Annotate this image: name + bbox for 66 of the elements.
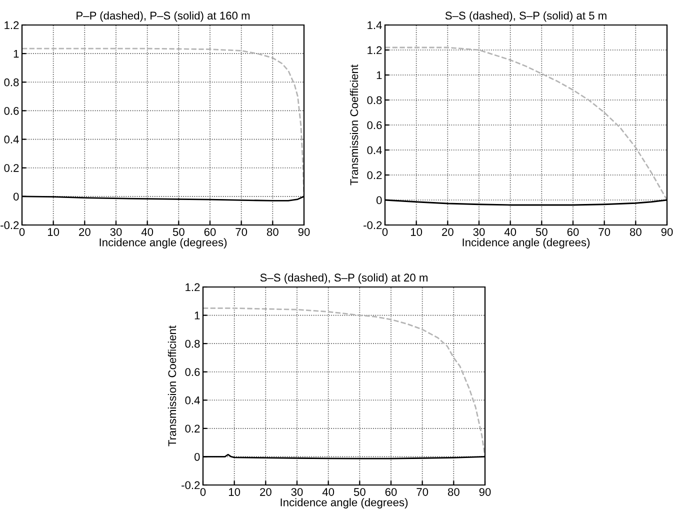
x-tick-label: 30 [473,228,485,236]
x-tick-label: 90 [479,488,491,496]
y-tick-label: 0 [13,192,19,201]
x-tick-label: 50 [536,228,548,236]
line-series [385,46,667,201]
y-tick-label: 0.6 [185,368,200,376]
x-tick-label: 30 [110,228,122,236]
line-series [22,48,304,198]
x-axis-title: Incidence angle (degrees) [280,498,408,508]
x-tick-label: 0 [19,228,25,236]
x-tick-label: 20 [79,228,90,236]
y-tick-label: 0 [194,452,200,461]
x-tick-label: 80 [448,488,460,496]
y-tick-label: 0.4 [367,146,382,154]
x-tick-label: 20 [442,228,454,236]
y-tick-label: 1 [14,50,19,58]
y-tick-label: 1 [376,71,382,80]
x-tick-label: 10 [411,228,422,236]
x-tick-label: 50 [354,488,366,496]
y-tick-label: 0.2 [367,171,382,180]
y-tick-label: -0.2 [182,481,200,490]
x-tick-label: 10 [48,228,60,236]
y-tick-label: 0.8 [367,96,382,104]
x-tick-label: 0 [382,228,388,236]
x-tick-label: 10 [229,488,240,496]
y-tick-label: 0.6 [4,106,19,115]
x-axis-title: Incidence angle (degrees) [462,238,590,248]
x-tick-label: 0 [200,488,206,496]
x-tick-label: 60 [204,228,216,236]
x-tick-label: 20 [260,488,272,496]
x-tick-label: 80 [630,228,642,236]
x-tick-label: 60 [385,488,397,496]
y-tick-label: 1.2 [4,21,19,30]
x-tick-label: 50 [172,228,184,236]
y-tick-label: 0.8 [185,340,200,348]
line-series [203,308,485,458]
x-tick-label: 40 [504,228,516,236]
y-tick-label: 1.2 [368,46,382,54]
y-tick-label: 0 [376,196,382,204]
y-tick-label: 1 [194,312,200,320]
x-tick-label: 30 [291,488,303,496]
chart-title: S–S (dashed), S–P (solid) at 20 m [260,273,428,284]
x-tick-label: 40 [141,228,154,236]
chart-title: P–P (dashed), P–S (solid) at 160 m [76,11,250,22]
x-tick-label: 80 [266,228,278,236]
x-axis-title: Incidence angle (degrees) [100,238,227,248]
y-tick-label: 0.4 [4,136,19,144]
y-tick-label: -0.2 [0,221,19,230]
x-tick-label: 60 [567,228,579,236]
x-tick-label: 90 [298,228,310,236]
y-tick-label: 0.2 [185,424,200,433]
y-tick-label: 1.4 [368,21,382,30]
x-tick-label: 40 [322,488,334,496]
x-tick-label: 70 [236,228,248,236]
y-tick-label: 0.2 [4,164,19,172]
y-axis-title: Transmission Coefficient [168,326,176,446]
y-tick-label: 0.6 [367,121,382,130]
y-tick-label: 0.8 [4,78,19,86]
x-tick-label: 90 [661,228,673,236]
y-axis-title: Transmission Coefficient [350,64,358,186]
x-tick-label: 70 [598,228,610,236]
y-tick-label: 1.2 [186,283,200,292]
y-tick-label: 0.4 [185,396,200,404]
y-tick-label: -0.2 [364,221,382,230]
x-tick-label: 70 [416,488,428,496]
chart-title: S–S (dashed), S–P (solid) at 5 m [445,11,606,22]
